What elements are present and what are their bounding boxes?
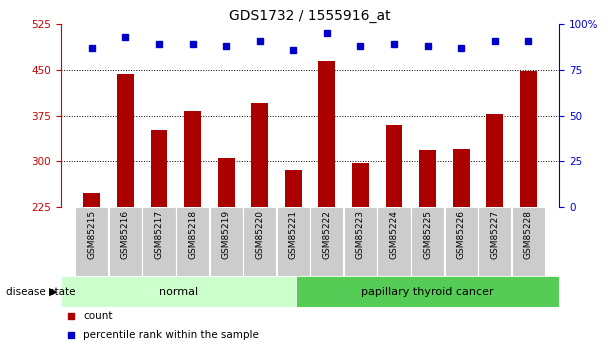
Text: GSM85220: GSM85220 xyxy=(255,210,264,259)
Bar xyxy=(61,276,296,307)
Bar xyxy=(344,207,377,276)
Bar xyxy=(486,114,503,207)
Text: GSM85222: GSM85222 xyxy=(322,210,331,259)
Bar xyxy=(83,193,100,207)
Bar xyxy=(385,125,402,207)
Bar xyxy=(285,170,302,207)
Text: GSM85223: GSM85223 xyxy=(356,210,365,259)
Bar xyxy=(512,207,545,276)
Bar xyxy=(117,74,134,207)
Bar xyxy=(184,111,201,207)
Bar xyxy=(419,150,436,207)
Text: GSM85227: GSM85227 xyxy=(490,210,499,259)
Text: GSM85221: GSM85221 xyxy=(289,210,298,259)
Text: GSM85228: GSM85228 xyxy=(524,210,533,259)
Bar xyxy=(453,149,469,207)
Bar xyxy=(218,158,235,207)
Bar xyxy=(151,130,167,207)
Bar xyxy=(251,104,268,207)
Bar xyxy=(277,207,310,276)
Bar xyxy=(109,207,142,276)
Bar xyxy=(296,276,559,307)
Bar xyxy=(210,207,243,276)
Bar xyxy=(319,61,335,207)
Bar xyxy=(352,163,369,207)
Text: count: count xyxy=(83,311,112,321)
Text: GSM85226: GSM85226 xyxy=(457,210,466,259)
Text: normal: normal xyxy=(159,287,198,296)
Text: GSM85216: GSM85216 xyxy=(121,210,130,259)
Bar xyxy=(520,71,537,207)
Bar xyxy=(478,207,511,276)
Text: GSM85218: GSM85218 xyxy=(188,210,197,259)
Text: GSM85225: GSM85225 xyxy=(423,210,432,259)
Text: percentile rank within the sample: percentile rank within the sample xyxy=(83,330,259,339)
Text: GSM85224: GSM85224 xyxy=(390,210,398,259)
Bar xyxy=(243,207,277,276)
Text: ▶: ▶ xyxy=(49,287,58,296)
Bar xyxy=(378,207,410,276)
Text: papillary thyroid cancer: papillary thyroid cancer xyxy=(361,287,494,296)
Bar xyxy=(142,207,176,276)
Text: disease state: disease state xyxy=(6,287,75,296)
Bar xyxy=(411,207,444,276)
Title: GDS1732 / 1555916_at: GDS1732 / 1555916_at xyxy=(229,9,391,23)
Bar xyxy=(444,207,478,276)
Bar xyxy=(176,207,209,276)
Bar xyxy=(310,207,344,276)
Text: GSM85215: GSM85215 xyxy=(88,210,96,259)
Text: GSM85217: GSM85217 xyxy=(154,210,164,259)
Text: GSM85219: GSM85219 xyxy=(222,210,230,259)
Bar xyxy=(75,207,108,276)
